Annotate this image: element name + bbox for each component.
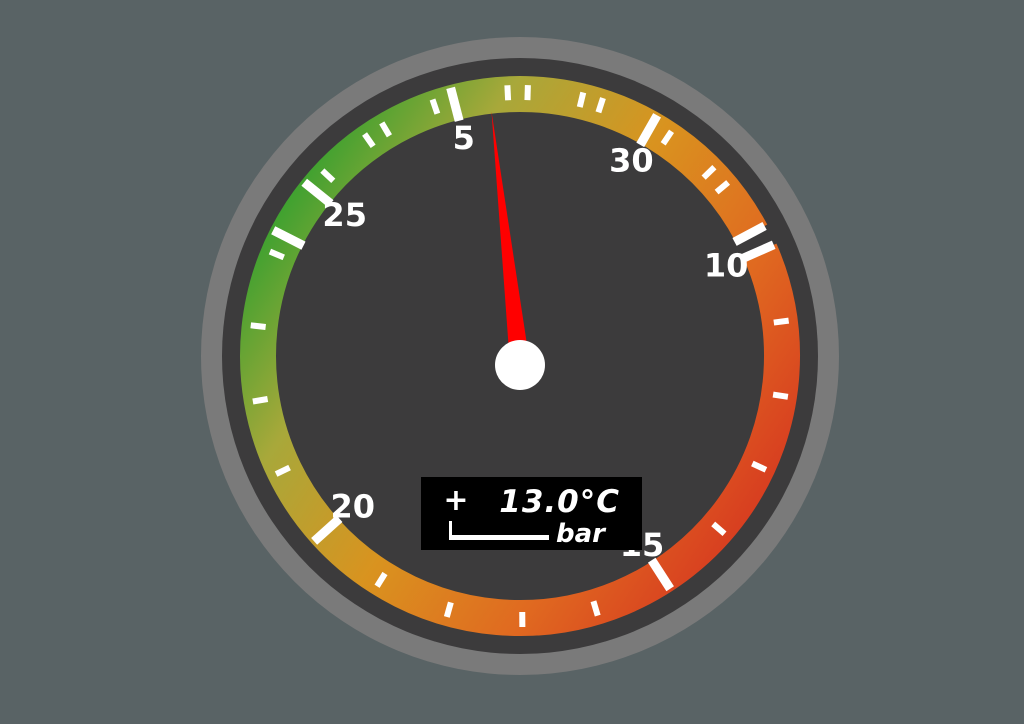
- minor-tick: [250, 322, 266, 331]
- lcd-bar-tick: [449, 521, 452, 535]
- major-tick: [647, 557, 674, 592]
- minor-tick: [590, 600, 601, 617]
- minor-tick: [504, 85, 512, 101]
- scale-label-5: 5: [453, 119, 475, 157]
- lcd-level-bar: [449, 535, 549, 540]
- major-tick: [636, 113, 662, 148]
- minor-tick: [711, 521, 727, 537]
- major-tick: [271, 226, 306, 250]
- minor-tick: [252, 396, 269, 405]
- scale-label-10: 10: [704, 247, 749, 285]
- lcd-unit: bar: [556, 519, 607, 549]
- minor-tick: [429, 98, 441, 115]
- minor-tick: [374, 571, 388, 588]
- minor-tick: [773, 317, 790, 326]
- major-tick: [311, 515, 343, 545]
- major-tick: [446, 86, 464, 122]
- minor-tick: [274, 464, 291, 477]
- lcd-display: + 13.0°C bar: [421, 477, 642, 550]
- lcd-temperature: 13.0°C: [499, 484, 620, 520]
- minor-tick: [576, 91, 587, 108]
- gauge-needle: [491, 111, 530, 367]
- scale-label-20: 20: [331, 488, 376, 526]
- major-tick: [740, 240, 776, 263]
- minor-tick: [362, 132, 376, 149]
- minor-tick: [660, 129, 675, 146]
- minor-tick: [714, 180, 731, 195]
- minor-tick: [772, 391, 789, 400]
- needle-hub: [495, 340, 545, 390]
- scale-label-25: 25: [322, 196, 367, 234]
- minor-tick: [320, 168, 336, 184]
- scale-label-30: 30: [609, 142, 654, 180]
- minor-tick: [595, 97, 606, 114]
- minor-tick: [443, 601, 454, 618]
- minor-tick: [701, 165, 717, 180]
- lcd-sign: +: [443, 483, 468, 518]
- minor-tick: [268, 248, 285, 261]
- major-tick: [732, 221, 767, 246]
- minor-tick: [751, 460, 768, 473]
- minor-tick: [379, 121, 393, 138]
- scale-ticks: [250, 85, 790, 628]
- major-tick: [301, 178, 334, 208]
